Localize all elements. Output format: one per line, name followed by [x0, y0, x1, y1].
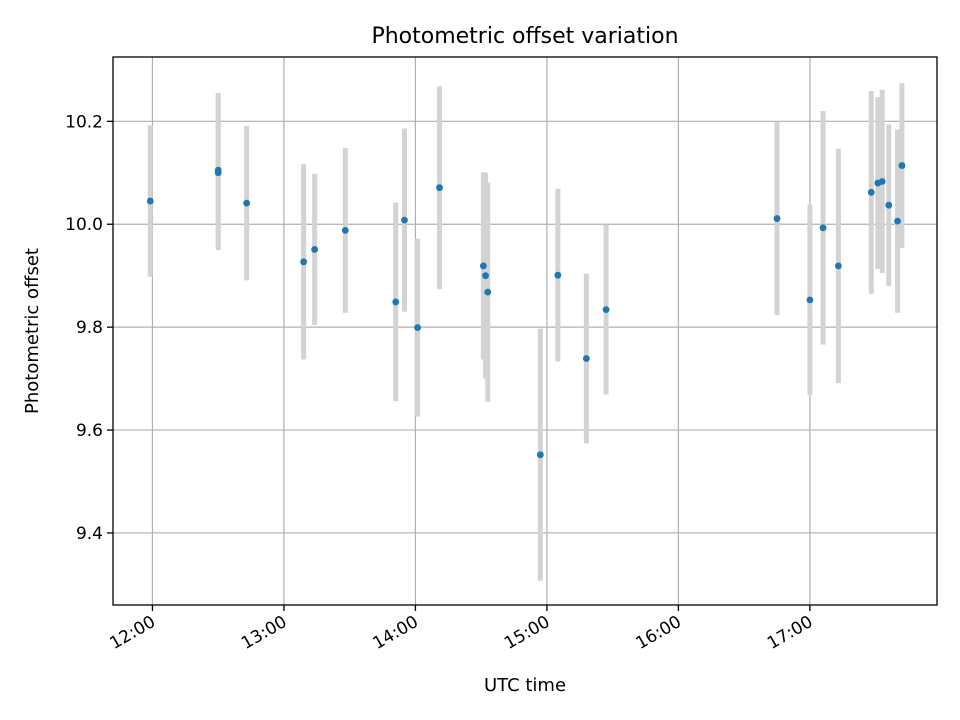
- data-point: [482, 272, 489, 280]
- data-point: [436, 184, 443, 192]
- data-point: [392, 298, 400, 306]
- y-axis-ticks: 9.4 9.6 9.8 10.0 10.2: [65, 112, 113, 544]
- y-tick-label: 10.2: [65, 112, 103, 132]
- data-point: [819, 224, 827, 232]
- y-tick-label: 10.0: [65, 215, 103, 235]
- data-point: [214, 169, 222, 177]
- data-point: [878, 178, 886, 185]
- y-axis-label: Photometric offset: [22, 248, 43, 414]
- data-point: [146, 197, 154, 205]
- y-tick-label: 9.6: [76, 421, 103, 441]
- x-axis-label: UTC time: [484, 675, 566, 696]
- data-points: [146, 162, 906, 459]
- y-tick-label: 9.8: [76, 318, 103, 338]
- data-point: [554, 271, 562, 279]
- data-point: [479, 262, 487, 270]
- data-point: [401, 216, 408, 224]
- data-point: [300, 258, 308, 266]
- data-point: [894, 217, 901, 225]
- chart-title: Photometric offset variation: [371, 24, 678, 49]
- data-point: [898, 162, 906, 169]
- data-point: [311, 246, 319, 253]
- data-point: [341, 227, 349, 234]
- data-point: [582, 355, 590, 362]
- y-tick-label: 9.4: [76, 524, 103, 544]
- data-point: [414, 324, 422, 332]
- data-point: [243, 199, 251, 207]
- data-point: [536, 451, 544, 459]
- data-point: [602, 306, 610, 314]
- data-point: [806, 296, 814, 304]
- data-point: [484, 288, 492, 296]
- data-point: [834, 262, 842, 270]
- plot-frame: [112, 56, 938, 606]
- data-point: [867, 188, 875, 196]
- data-point: [773, 215, 781, 222]
- data-point: [885, 201, 893, 209]
